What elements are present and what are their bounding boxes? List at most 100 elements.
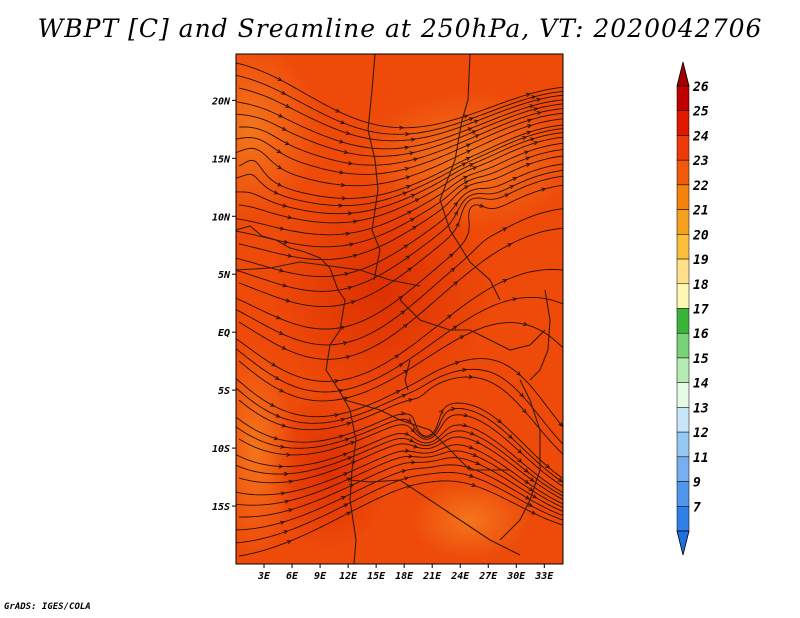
- streamline-arrow: [472, 452, 478, 457]
- lon-tick-label: 3E: [257, 571, 271, 582]
- colorbar-label: 20: [692, 228, 709, 243]
- streamline-arrow: [285, 141, 290, 146]
- streamline-path: [236, 118, 563, 187]
- streamline-arrow: [466, 149, 472, 154]
- streamline-arrow: [287, 215, 293, 220]
- streamline-arrow: [408, 398, 414, 403]
- streamline-arrow: [405, 255, 411, 260]
- streamline-arrow: [344, 437, 350, 442]
- chart-title: WBPT [C] and Sreamline at 250hPa, VT: 20…: [37, 14, 763, 43]
- streamline-arrow: [406, 184, 412, 189]
- streamline-path: [236, 368, 563, 445]
- streamline-arrow: [280, 491, 286, 496]
- streamline-arrow: [342, 452, 348, 457]
- streamline-arrow: [517, 458, 523, 463]
- hot-core-southwest: [270, 390, 390, 550]
- streamline-arrow: [273, 190, 279, 195]
- streamline-arrow: [405, 448, 410, 453]
- streamline-arrow: [471, 130, 477, 135]
- streamline-arrow: [410, 428, 416, 433]
- streamline-arrow: [473, 119, 479, 124]
- streamline-arrow: [275, 413, 281, 418]
- streamline-arrow: [404, 167, 410, 172]
- streamline-path: [238, 87, 563, 142]
- longitude-axis: 3E 6E 9E 12E 15E 18E 21E 24E 27E 30E 33E: [257, 564, 554, 582]
- streamline-path: [236, 149, 563, 248]
- streamline-arrow: [282, 203, 288, 208]
- streamline-path: [236, 358, 563, 428]
- colorbar-bin: [676, 506, 690, 532]
- streamline-arrow: [334, 378, 340, 384]
- streamline-arrow: [525, 92, 531, 97]
- streamline-path: [236, 269, 563, 382]
- streamline-arrow: [468, 445, 474, 450]
- colorbar-bin: [676, 357, 690, 383]
- warm-patch-south: [410, 480, 530, 560]
- lon-tick-label: 6E: [286, 571, 299, 582]
- colorbar-bin: [676, 135, 690, 161]
- lon-tick-label: 15E: [367, 571, 386, 582]
- streamline-arrow: [285, 298, 291, 303]
- streamline-arrow: [531, 510, 537, 515]
- streamline-arrow: [283, 471, 289, 477]
- streamline-arrow: [545, 464, 551, 469]
- lon-tick-label: 24E: [450, 571, 470, 582]
- streamline-arrow: [343, 396, 349, 401]
- colorbar-label: 25: [692, 105, 709, 120]
- streamline-arrow: [533, 141, 539, 146]
- streamline-arrow: [414, 198, 420, 203]
- streamline-arrow: [339, 139, 345, 144]
- streamline-arrow: [453, 280, 459, 286]
- streamline-path: [236, 132, 563, 215]
- streamline-arrow: [408, 454, 414, 459]
- streamline-arrow: [536, 97, 542, 102]
- streamline-arrow: [270, 402, 276, 407]
- streamline-arrow: [340, 325, 346, 330]
- streamline-arrow: [399, 125, 405, 130]
- streamline-path: [238, 124, 563, 199]
- streamline-arrow: [557, 477, 563, 483]
- streamline-path: [238, 436, 563, 500]
- streamline-path: [236, 99, 563, 150]
- streamline-arrow: [516, 371, 521, 376]
- colorbar-bin: [676, 85, 690, 111]
- lake-region-east: [529, 289, 551, 381]
- streamline-path: [238, 414, 563, 487]
- colorbar-label: 23: [692, 154, 709, 169]
- streamline-path: [236, 184, 563, 330]
- streamline-arrow: [398, 295, 404, 301]
- streamline-arrow: [526, 130, 532, 135]
- streamline-arrow: [524, 150, 530, 155]
- streamline-arrow: [343, 472, 349, 477]
- streamline-arrow: [504, 193, 510, 198]
- streamline-path: [236, 444, 563, 505]
- streamline-arrow: [277, 165, 283, 170]
- streamline-arrow: [341, 196, 347, 201]
- atlantic-coastline: [236, 225, 357, 564]
- streamline-arrow: [467, 127, 473, 132]
- streamline-arrow: [463, 175, 469, 180]
- streamline-arrow: [344, 272, 350, 277]
- colorbar-label: 7: [693, 500, 701, 515]
- streamline-arrow: [278, 464, 284, 469]
- streamline-arrow: [288, 479, 294, 484]
- grads-credit: GrADS: IGES/COLA: [4, 602, 91, 612]
- streamline-arrow: [339, 170, 345, 175]
- colorbar-label: 17: [693, 303, 709, 318]
- streamline-arrow: [398, 363, 404, 368]
- streamline-arrow: [459, 335, 465, 340]
- streamline-arrow: [406, 418, 412, 423]
- streamline-arrow: [395, 390, 401, 395]
- streamline-arrow: [451, 406, 457, 411]
- streamline-arrow: [541, 187, 547, 192]
- streamline-arrow: [453, 201, 458, 207]
- streamline-arrow: [347, 211, 353, 216]
- streamline-arrow: [283, 530, 289, 535]
- streamline-path: [236, 163, 563, 277]
- hot-core-central: [270, 170, 490, 410]
- streamline-arrow: [463, 114, 469, 119]
- streamline-arrow: [347, 456, 353, 461]
- lon-tick-label: 9E: [314, 571, 327, 582]
- colorbar-label: 14: [693, 377, 709, 392]
- streamline-arrow: [286, 540, 292, 545]
